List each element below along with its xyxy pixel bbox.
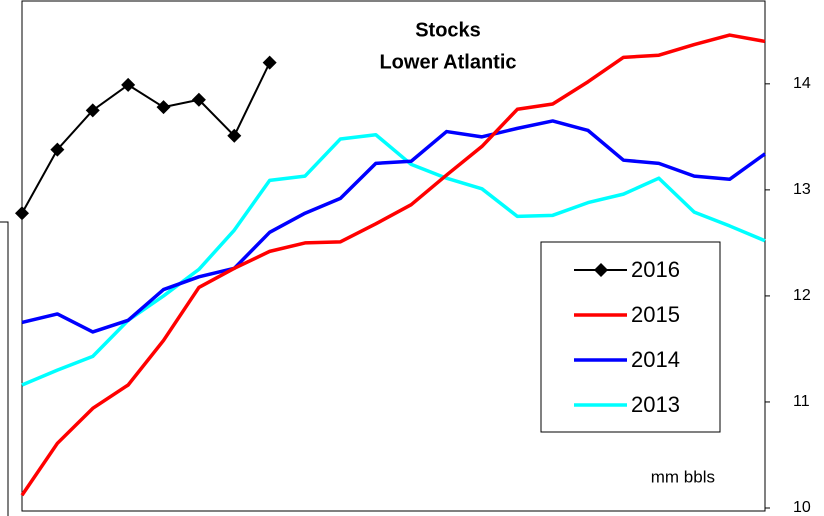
y-tick-label: 12 xyxy=(793,287,811,304)
y-tick-label: 10 xyxy=(793,499,811,516)
legend-box xyxy=(540,241,721,433)
series-line xyxy=(21,132,766,387)
y-tick-label: 14 xyxy=(793,75,811,92)
data-point xyxy=(121,77,136,92)
legend-marker xyxy=(594,263,608,277)
chart-title: Stocks xyxy=(415,19,481,41)
data-point xyxy=(227,128,242,143)
legend-label: 2013 xyxy=(631,392,680,417)
data-point xyxy=(156,100,171,115)
unit-annotation: mm bbls xyxy=(651,467,715,486)
series-line xyxy=(20,33,766,497)
data-point xyxy=(262,55,277,70)
series-line xyxy=(21,62,271,214)
legend-label: 2015 xyxy=(631,302,680,327)
chart-subtitle: Lower Atlantic xyxy=(379,51,516,73)
legend-label: 2016 xyxy=(631,257,680,282)
data-point xyxy=(85,103,100,118)
data-point xyxy=(50,142,65,157)
neighbor-chart-edge xyxy=(0,221,9,516)
y-tick-label: 11 xyxy=(793,393,810,410)
series-line xyxy=(21,119,767,334)
data-point xyxy=(15,206,29,221)
y-tick-label: 13 xyxy=(793,181,811,198)
legend-label: 2014 xyxy=(631,347,680,372)
data-point xyxy=(191,92,206,107)
